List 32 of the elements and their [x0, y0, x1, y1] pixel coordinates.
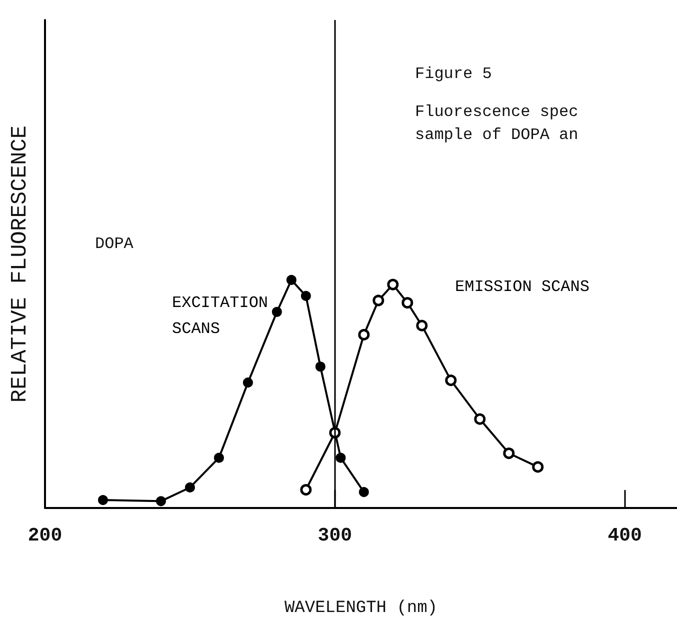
x-tick-label: 400 [608, 524, 642, 546]
text: sample of DOPA an [415, 126, 578, 144]
point [300, 484, 312, 496]
text: DOPA [95, 235, 134, 253]
point [402, 297, 414, 309]
point [214, 452, 224, 463]
point [300, 290, 311, 301]
point [272, 306, 282, 317]
point [532, 461, 544, 473]
point [474, 413, 486, 425]
series-label: EXCITATION SCANS [172, 294, 268, 338]
point [242, 378, 253, 388]
x-axis-title: WAVELENGTH (nm) [284, 599, 438, 618]
point [184, 482, 195, 492]
x-tick-label: 200 [28, 524, 62, 546]
point [286, 274, 296, 285]
point [445, 374, 457, 386]
text: EMISSION SCANS [455, 278, 590, 296]
point [503, 448, 515, 460]
point [387, 278, 399, 290]
point [156, 496, 166, 506]
point [372, 294, 384, 306]
point [98, 495, 108, 506]
y-axis-title: RELATIVE FLUORESCENCE [8, 125, 32, 403]
text: Fluorescence spec [415, 103, 578, 121]
x-tick-label: 300 [318, 524, 352, 546]
point [358, 328, 370, 340]
point [416, 320, 428, 332]
point [315, 362, 326, 372]
point [336, 452, 346, 463]
point [358, 487, 369, 498]
caption: Figure 5 [415, 65, 492, 83]
